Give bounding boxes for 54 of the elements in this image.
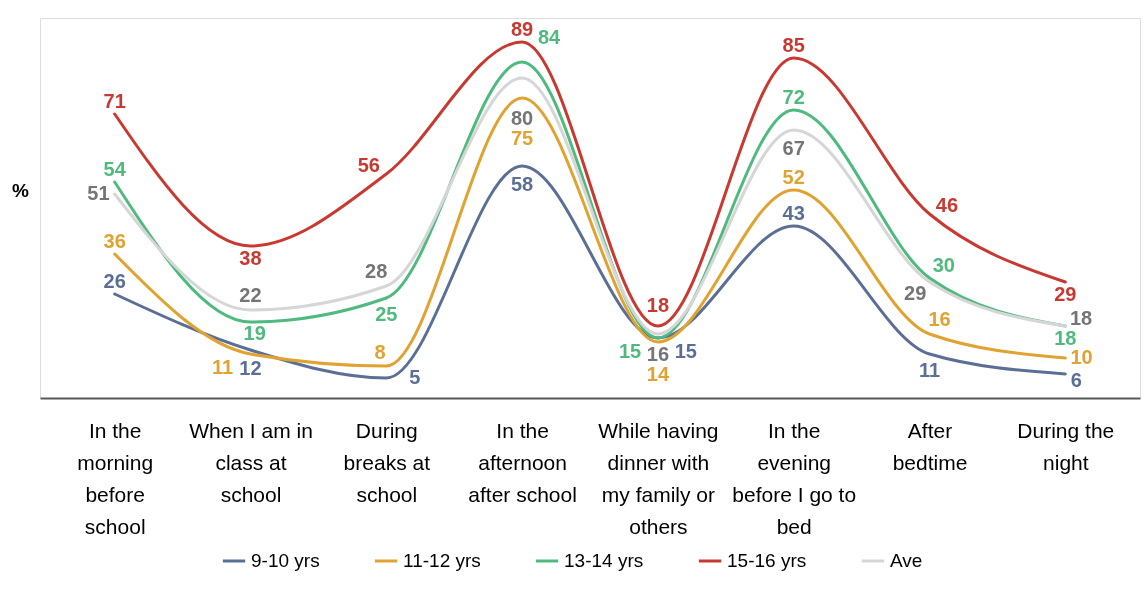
data-label: 19 [243, 322, 266, 345]
legend-label: 9-10 yrs [251, 550, 320, 571]
data-label: 56 [357, 153, 380, 176]
data-label: 16 [646, 342, 670, 365]
data-label: 22 [239, 283, 262, 306]
data-label: 15 [618, 340, 642, 363]
x-tick-label: After bedtime [892, 418, 968, 474]
x-tick-label: While having dinner with my family or others [598, 418, 719, 538]
legend-label: Ave [890, 550, 923, 571]
x-tick-label: During breaks at school [343, 418, 431, 506]
data-label: 5 [409, 366, 421, 388]
data-label: 10 [1070, 346, 1093, 368]
data-label: 80 [510, 106, 534, 129]
data-label: 11 [212, 356, 234, 379]
x-tick-label: In the evening before I go to bed [732, 418, 857, 538]
data-label: 43 [782, 201, 805, 224]
data-label: 11 [918, 358, 941, 381]
legend-label: 13-14 yrs [564, 550, 644, 571]
data-label: 29 [1054, 282, 1077, 305]
y-axis-title: % [12, 179, 30, 201]
data-label: 18 [1069, 306, 1093, 329]
data-label: 72 [782, 85, 805, 108]
data-label: 14 [646, 362, 670, 385]
legend-label: 11-12 yrs [403, 550, 481, 571]
data-label: 52 [782, 165, 805, 188]
data-label: 6 [1070, 369, 1082, 392]
x-tick-label: During the night [1017, 418, 1115, 474]
data-label: 29 [904, 281, 927, 304]
data-label: 8 [374, 341, 386, 364]
x-tick-label: When I am in class at school [189, 418, 313, 506]
data-label: 46 [935, 193, 959, 216]
legend-label: 15-16 yrs [727, 550, 807, 571]
data-label: 85 [782, 33, 805, 56]
data-label: 12 [239, 356, 262, 379]
data-label: 30 [932, 254, 955, 277]
x-tick-label: In the afternoon after school [468, 418, 577, 506]
data-label: 36 [103, 229, 126, 252]
data-label: 18 [1054, 326, 1077, 349]
data-label: 16 [928, 307, 951, 330]
data-label: 75 [510, 126, 534, 149]
data-label: 25 [375, 302, 398, 325]
data-label: 89 [510, 17, 534, 40]
data-label: 26 [103, 269, 126, 292]
data-label: 67 [782, 136, 805, 159]
data-label: 84 [537, 25, 562, 48]
data-label: 54 [103, 157, 127, 180]
data-label: 58 [510, 172, 534, 195]
data-label: 28 [365, 259, 388, 282]
data-label: 15 [674, 340, 697, 363]
data-label: 51 [87, 182, 110, 204]
x-tick-label: In the morning before school [77, 418, 154, 538]
data-label: 38 [239, 246, 262, 269]
data-label: 18 [646, 293, 670, 316]
data-label: 71 [103, 89, 126, 112]
